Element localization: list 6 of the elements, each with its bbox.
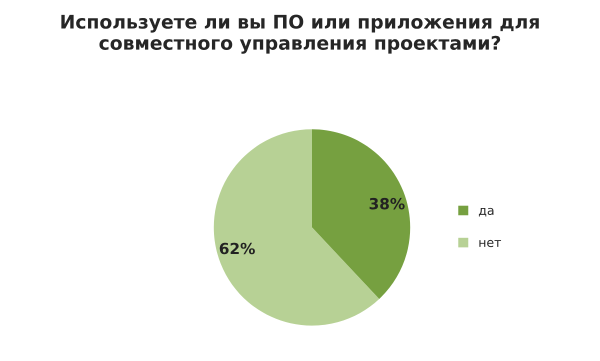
legend-label: да — [478, 208, 494, 217]
data-label: 38% — [370, 198, 405, 210]
legend-label: нет — [479, 240, 502, 248]
data-label: 62% — [220, 242, 255, 254]
pie-slice — [312, 129, 410, 300]
chart-title: Используете ли вы ПО или приложения для совместного управления проектами? — [61, 14, 539, 54]
